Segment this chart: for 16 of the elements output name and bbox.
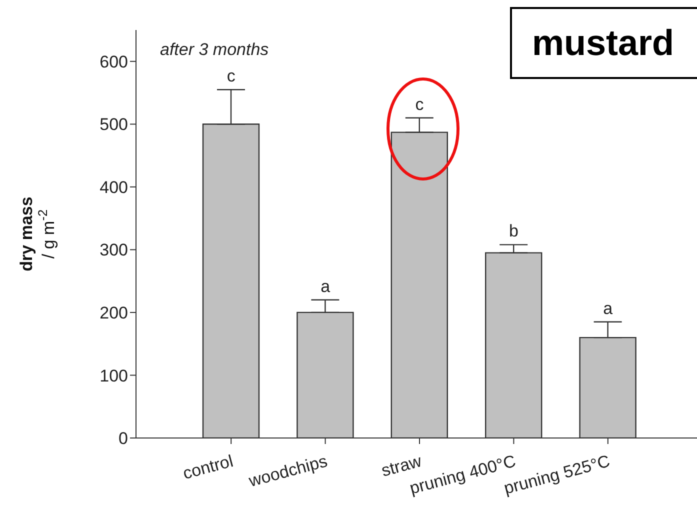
y-tick-label: 100 xyxy=(100,366,128,386)
annotation: c xyxy=(226,66,236,86)
annotation: a xyxy=(320,276,331,296)
x-tick-label: woodchips xyxy=(246,452,330,491)
y-tick-label: 600 xyxy=(100,52,128,72)
annotation: after 3 months xyxy=(160,40,269,60)
chart-title: mustard xyxy=(510,7,697,79)
annotation: b xyxy=(508,222,518,241)
y-tick-label: 0 xyxy=(118,429,128,448)
y-tick-label: 200 xyxy=(100,303,128,322)
annotation: c xyxy=(415,94,424,114)
y-tick-label: 400 xyxy=(100,178,128,197)
annotation: a xyxy=(603,298,614,318)
y-tick-label: 500 xyxy=(100,115,128,134)
y-tick-label: 300 xyxy=(100,240,128,260)
x-tick-label: control xyxy=(180,452,236,484)
